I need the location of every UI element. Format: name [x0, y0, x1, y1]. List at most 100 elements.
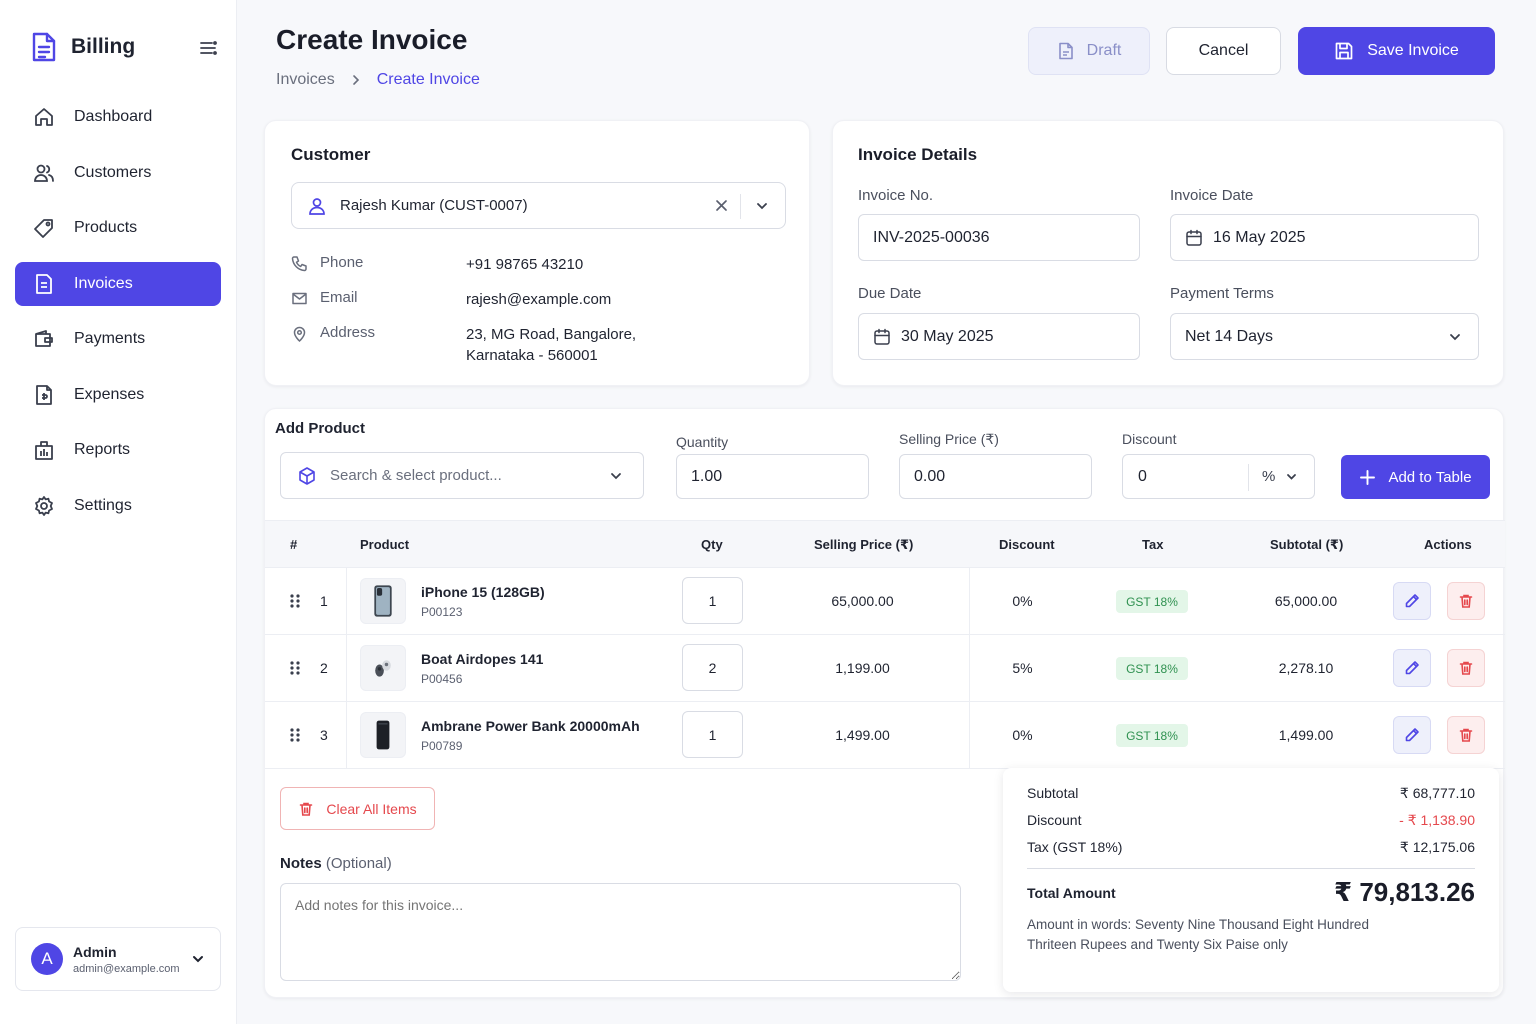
due-date-label: Due Date — [858, 285, 922, 302]
chevron-down-icon — [1448, 330, 1462, 344]
sidebar-item-customers[interactable]: Customers — [15, 151, 221, 195]
selling-price-input[interactable]: 0.00 — [899, 454, 1092, 499]
sidebar-item-label: Payments — [74, 330, 146, 347]
col-product: Product — [360, 537, 410, 552]
drag-handle-icon[interactable] — [289, 660, 301, 676]
edit-row-button[interactable] — [1393, 582, 1431, 620]
summary-subtotal-row: Subtotal ₹ 68,777.10 — [1027, 785, 1475, 802]
amount-in-words: Amount in words: Seventy Nine Thousand E… — [1027, 917, 1369, 952]
location-pin-icon — [291, 325, 308, 342]
invoice-number-label: Invoice No. — [858, 187, 934, 204]
invoice-date-field[interactable]: 16 May 2025 — [1170, 214, 1479, 261]
user-name: Admin — [73, 943, 117, 960]
sidebar-item-dashboard[interactable]: Dashboard — [15, 95, 221, 139]
tax-badge: GST 18% — [1116, 657, 1188, 680]
delete-row-button[interactable] — [1447, 649, 1485, 687]
summary-tax-value: ₹ 12,175.06 — [1399, 839, 1475, 855]
sidebar-item-label: Dashboard — [74, 108, 153, 125]
notes-textarea[interactable] — [280, 883, 961, 981]
edit-row-button[interactable] — [1393, 716, 1431, 754]
email-value: rajesh@example.com — [466, 291, 612, 308]
selling-price-value: 0.00 — [914, 467, 946, 485]
row-index: 1 — [320, 593, 328, 609]
total-amount-value: ₹ 79,813.26 — [1334, 877, 1475, 907]
row-quantity-input[interactable]: 1 — [682, 577, 743, 624]
menu-collapse-icon[interactable] — [198, 39, 218, 57]
sidebar-item-label: Customers — [74, 163, 152, 181]
trash-icon — [1459, 594, 1473, 608]
app-title: Billing — [71, 35, 136, 58]
col-subtotal: Subtotal (₹) — [1270, 537, 1344, 552]
receipt-icon — [33, 384, 55, 406]
invoice-icon — [33, 273, 55, 295]
plus-icon — [1360, 469, 1376, 485]
summary-tax-label: Tax (GST 18%) — [1027, 839, 1123, 855]
invoice-number-field[interactable]: INV-2025-00036 — [858, 214, 1140, 261]
row-price: 1,499.00 — [835, 727, 890, 743]
drag-handle-icon[interactable] — [289, 593, 301, 609]
quantity-input[interactable]: 1.00 — [676, 454, 869, 499]
delete-row-button[interactable] — [1447, 716, 1485, 754]
trash-icon — [1459, 728, 1473, 742]
discount-input[interactable]: 0 % — [1122, 454, 1315, 499]
product-sku: P00123 — [421, 605, 463, 619]
row-price: 1,199.00 — [835, 660, 890, 676]
customer-card: Customer Rajesh Kumar (CUST-0007) Phone … — [264, 120, 810, 386]
invoice-details-title: Invoice Details — [858, 145, 978, 164]
user-menu[interactable]: A Admin admin@example.com — [15, 927, 221, 991]
sidebar-item-products[interactable]: Products — [15, 206, 221, 250]
table-row: 1 iPhone 15 (128GB) P00123 1 65,000.00 0… — [265, 568, 1505, 635]
customer-select-value: Rajesh Kumar (CUST-0007) — [340, 197, 528, 214]
breadcrumb-invoices[interactable]: Invoices — [276, 71, 335, 88]
row-quantity-input[interactable]: 1 — [682, 711, 743, 758]
save-icon — [1335, 42, 1353, 60]
invoice-summary: Subtotal ₹ 68,777.10 Discount - ₹ 1,138.… — [1003, 768, 1499, 992]
delete-row-button[interactable] — [1447, 582, 1485, 620]
brand: Billing — [30, 31, 135, 63]
pencil-icon — [1405, 594, 1419, 608]
chevron-right-icon — [350, 74, 362, 86]
notes-label: Notes (Optional) — [280, 855, 392, 872]
close-icon[interactable] — [714, 198, 729, 213]
customer-select[interactable]: Rajesh Kumar (CUST-0007) — [291, 182, 786, 229]
sidebar-item-settings[interactable]: Settings — [15, 484, 221, 528]
calendar-icon — [1185, 229, 1203, 247]
table-header: # Product Qty Selling Price (₹) Discount… — [265, 520, 1505, 568]
sidebar-item-label: Expenses — [74, 385, 145, 403]
total-amount-label: Total Amount — [1027, 885, 1116, 901]
cancel-button[interactable]: Cancel — [1166, 27, 1281, 75]
due-date-field[interactable]: 30 May 2025 — [858, 313, 1140, 360]
sidebar-nav: Dashboard Customers Products Invoices Pa… — [15, 95, 221, 539]
summary-discount-value: - ₹ 1,138.90 — [1399, 812, 1475, 828]
sidebar-item-label: Products — [74, 219, 138, 236]
edit-row-button[interactable] — [1393, 649, 1431, 687]
sidebar-item-reports[interactable]: Reports — [15, 428, 221, 472]
power-bank-product-icon — [360, 712, 406, 758]
sidebar-item-payments[interactable]: Payments — [15, 317, 221, 361]
add-to-table-button[interactable]: Add to Table — [1341, 455, 1490, 499]
clear-all-items-button[interactable]: Clear All Items — [280, 787, 435, 830]
discount-value: 0 — [1138, 467, 1147, 485]
row-subtotal: 65,000.00 — [1274, 593, 1338, 609]
phone-label: Phone — [320, 254, 364, 271]
chevron-down-icon — [1285, 470, 1298, 483]
payment-terms-select[interactable]: Net 14 Days — [1170, 313, 1479, 360]
sidebar-item-expenses[interactable]: Expenses — [15, 373, 221, 417]
add-product-title: Add Product — [275, 420, 365, 437]
row-discount: 0% — [1012, 727, 1033, 743]
row-discount: 5% — [1012, 660, 1033, 676]
drag-handle-icon[interactable] — [289, 727, 301, 743]
chevron-down-icon[interactable] — [755, 199, 769, 213]
col-discount: Discount — [999, 537, 1055, 552]
draft-button[interactable]: Draft — [1028, 27, 1150, 75]
save-invoice-button[interactable]: Save Invoice — [1298, 27, 1495, 75]
email-label: Email — [320, 289, 358, 306]
discount-unit-select[interactable]: % — [1262, 468, 1276, 485]
row-quantity-input[interactable]: 2 — [682, 644, 743, 691]
sidebar-item-invoices[interactable]: Invoices — [15, 261, 221, 306]
phone-icon — [291, 255, 308, 272]
selling-price-label: Selling Price (₹) — [899, 431, 999, 447]
product-search-select[interactable]: Search & select product... — [280, 452, 644, 499]
table-row: 3 Ambrane Power Bank 20000mAh P00789 1 1… — [265, 702, 1505, 769]
summary-tax-row: Tax (GST 18%) ₹ 12,175.06 — [1027, 839, 1475, 856]
